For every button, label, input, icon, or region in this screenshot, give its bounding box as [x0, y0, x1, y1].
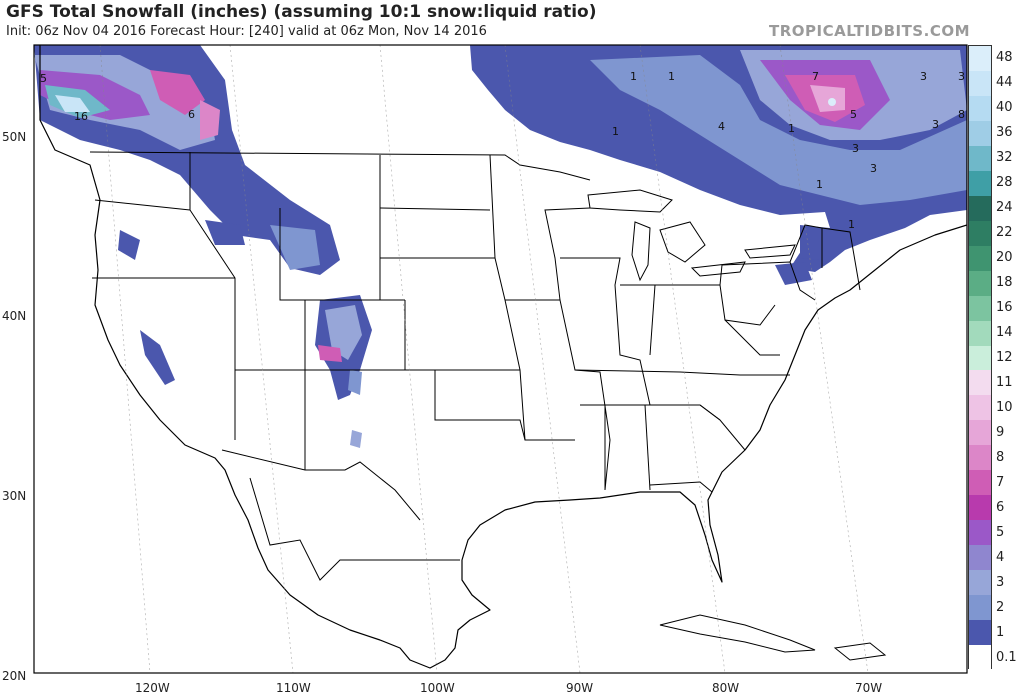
- colorbar-label: 1: [996, 624, 1005, 640]
- colorbar-label: 4: [996, 549, 1005, 565]
- lon-label: 120W: [135, 681, 170, 695]
- colorbar-label: 10: [996, 399, 1013, 415]
- colorbar-label: 5: [996, 524, 1005, 540]
- contour-label: 3: [932, 118, 939, 131]
- contour-label: 6: [188, 108, 195, 121]
- colorbar-swatch: [969, 645, 991, 671]
- colorbar-swatch: [969, 570, 991, 596]
- hispaniola: [833, 642, 887, 661]
- contour-label: 1: [668, 70, 675, 83]
- colorbar-swatch: [969, 520, 991, 546]
- colorbar-label: 16: [996, 300, 1013, 316]
- forecast-subtitle: Init: 06z Nov 04 2016 Forecast Hour: [24…: [6, 24, 487, 39]
- colorbar-swatch: [969, 545, 991, 571]
- lat-label: 30N: [2, 489, 26, 503]
- snowfall-northwest: [34, 45, 340, 275]
- colorbar-swatch: [969, 370, 991, 396]
- contour-label: 4: [718, 120, 725, 133]
- colorbar-swatch: [969, 420, 991, 446]
- colorbar-swatch: [969, 195, 991, 222]
- colorbar-label: 3: [996, 574, 1005, 590]
- colorbar-label: 40: [996, 100, 1013, 116]
- contour-label: 1: [630, 70, 637, 83]
- lon-label: 90W: [566, 681, 593, 695]
- colorbar-label: 12: [996, 350, 1013, 365]
- lat-label: 40N: [2, 309, 26, 323]
- lon-label: 100W: [420, 681, 455, 695]
- longitude-labels: 120W 110W 100W 90W 80W 70W: [135, 681, 882, 695]
- contour-label: 1: [816, 178, 823, 191]
- colorbar-swatch: [969, 220, 991, 247]
- colorbar-swatch: [969, 295, 991, 322]
- north-america-coastline: [39, 45, 967, 669]
- brand-watermark: TROPICALTIDBITS.COM: [769, 22, 970, 40]
- colorbar-swatch: [969, 120, 991, 147]
- colorbar: [968, 45, 992, 671]
- latitude-labels: 50N 40N 30N 20N: [2, 130, 26, 683]
- colorbar-label: 11: [996, 374, 1013, 390]
- contour-label: 3: [852, 142, 859, 155]
- colorbar-label: 44: [996, 75, 1013, 91]
- contour-label: 1: [788, 122, 795, 135]
- colorbar-label: 14: [996, 325, 1013, 341]
- colorbar-swatch: [969, 620, 991, 646]
- colorbar-swatch: [969, 595, 991, 621]
- colorbar-label: 24: [996, 200, 1013, 216]
- contour-label: 7: [812, 70, 819, 83]
- colorbar-label: 48: [996, 50, 1013, 66]
- map-title: GFS Total Snowfall (inches) (assuming 10…: [6, 2, 597, 22]
- colorbar-label: 6: [996, 499, 1005, 515]
- colorbar-swatch: [969, 145, 991, 172]
- contour-label: 3: [870, 162, 877, 175]
- colorbar-label: 32: [996, 150, 1013, 166]
- colorbar-swatch: [969, 70, 991, 97]
- colorbar-label: 18: [996, 275, 1013, 291]
- contour-label: 1: [612, 125, 619, 138]
- colorbar-label: 28: [996, 175, 1013, 191]
- colorbar-label: 8: [996, 449, 1005, 465]
- colorbar-swatch: [969, 46, 991, 72]
- lat-label: 20N: [2, 669, 26, 683]
- colorbar-swatch: [969, 270, 991, 297]
- lon-label: 70W: [855, 681, 882, 695]
- graticule: [99, 45, 869, 673]
- snowfall-rockies: [118, 220, 372, 448]
- colorbar-swatch: [969, 320, 991, 346]
- colorbar-swatch: [969, 470, 991, 496]
- contour-label: 8: [958, 108, 965, 121]
- colorbar-swatch: [969, 395, 991, 421]
- colorbar-swatch: [969, 495, 991, 521]
- colorbar-swatch: [969, 95, 991, 122]
- lat-label: 50N: [2, 130, 26, 144]
- colorbar-swatch: [969, 170, 991, 197]
- contour-label: 1: [848, 218, 855, 231]
- contour-label: 3: [920, 70, 927, 83]
- colorbar-label: 2: [996, 599, 1005, 615]
- snowfall-canada-east: [470, 45, 967, 285]
- colorbar-swatch: [969, 245, 991, 272]
- colorbar-label: 20: [996, 250, 1013, 266]
- contour-label: 3: [958, 70, 965, 83]
- colorbar-label: 0.1: [996, 649, 1017, 665]
- lon-label: 80W: [712, 681, 739, 695]
- contour-label: 16: [74, 110, 88, 123]
- colorbar-label: 7: [996, 474, 1005, 490]
- colorbar-label: 36: [996, 125, 1013, 141]
- borders: [89, 151, 861, 581]
- contour-label: 5: [40, 72, 47, 85]
- cuba: [659, 614, 816, 653]
- contour-label: 5: [850, 108, 857, 121]
- colorbar-swatch: [969, 345, 991, 371]
- lon-label: 110W: [276, 681, 311, 695]
- colorbar-label: 9: [996, 424, 1005, 440]
- colorbar-label: 22: [996, 225, 1013, 241]
- colorbar-swatch: [969, 445, 991, 471]
